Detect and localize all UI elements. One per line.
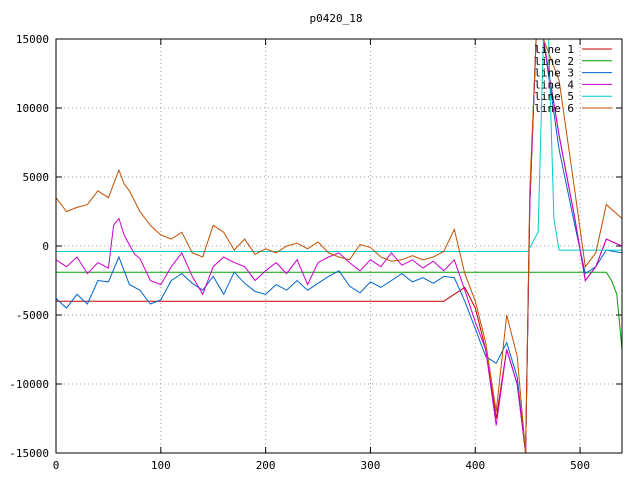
- axis-tick-labels: 0 100 200 300 400 500 -15000 -10000 -5000 0 5000 10…: [9, 33, 590, 472]
- x-tick-label: 500: [570, 459, 590, 472]
- legend-label: line 5: [534, 90, 574, 103]
- chart-title: p0420_18: [310, 12, 363, 25]
- x-tick-label: 300: [361, 459, 381, 472]
- legend-label: line 6: [534, 102, 574, 115]
- x-tick-label: 400: [465, 459, 485, 472]
- x-tick-label: 100: [151, 459, 171, 472]
- y-tick-label: -15000: [9, 447, 49, 460]
- y-tick-label: 15000: [16, 33, 49, 46]
- y-tick-label: -10000: [9, 378, 49, 391]
- series-line-line-3: [56, 39, 622, 453]
- plot-area: [56, 39, 622, 453]
- legend-label: line 3: [534, 67, 574, 80]
- y-tick-label: -5000: [16, 309, 49, 322]
- plot-frame: [55, 38, 623, 454]
- y-tick-label: 0: [42, 240, 49, 253]
- legend-label: line 4: [534, 78, 574, 91]
- y-tick-label: 5000: [23, 171, 50, 184]
- x-tick-label: 200: [256, 459, 276, 472]
- series-line-line-6: [56, 39, 622, 453]
- x-tick-label: 0: [53, 459, 60, 472]
- series-line-line-2: [56, 271, 622, 350]
- y-tick-label: 10000: [16, 102, 49, 115]
- legend-label: line 1: [534, 43, 574, 56]
- series-line-line-4: [56, 39, 622, 453]
- series-line-line-5: [56, 39, 622, 252]
- grid: [55, 38, 622, 454]
- legend-label: line 2: [534, 55, 574, 68]
